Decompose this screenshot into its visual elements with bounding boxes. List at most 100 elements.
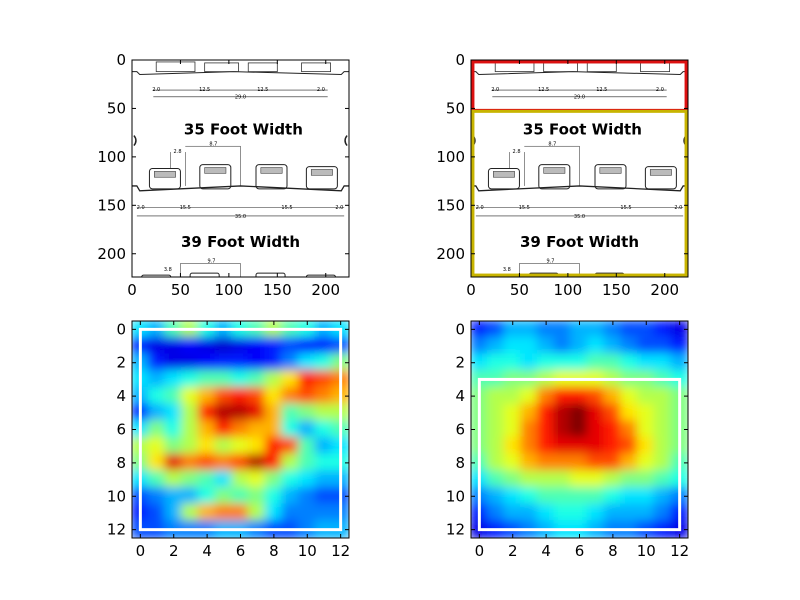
heatmap-cell	[147, 503, 167, 523]
heatmap-cell	[181, 353, 200, 373]
heatmap-cell	[231, 486, 250, 506]
heatmap-cell	[281, 470, 300, 489]
heatmap-cell	[247, 470, 267, 489]
dimension-label: 15.5	[519, 205, 530, 211]
heatmap-cell	[214, 386, 234, 406]
y-tick-label: 2	[455, 354, 465, 372]
car-window-icon	[493, 171, 515, 178]
heatmap-cell	[214, 370, 234, 389]
heatmap-cell	[586, 486, 606, 506]
x-tick-label: 100	[554, 281, 583, 299]
heatmap-cell	[164, 436, 184, 456]
y-tick-label: 4	[116, 387, 126, 405]
y-tick-label: 0	[455, 51, 465, 69]
heatmap-cell	[636, 453, 656, 473]
car-icon	[301, 62, 331, 73]
heatmap-cell	[486, 321, 506, 339]
heatmap-cell	[214, 503, 234, 523]
heatmap-cell	[264, 470, 284, 489]
panel-bottom-right: 0 2 4 6 8 10 12 0 2 4 6 8 10 12	[446, 320, 689, 560]
heatmap-cell	[603, 470, 623, 489]
heatmap-cell	[536, 436, 556, 456]
heatmap-cell	[214, 486, 234, 506]
heatmap-cell	[653, 336, 673, 356]
dimension-label: 2.8	[513, 149, 521, 155]
heatmap-cell	[636, 503, 656, 523]
heatmap-cell	[536, 470, 556, 489]
heatmap-cell	[503, 386, 523, 406]
heatmap-cell	[247, 336, 267, 356]
bounding-box	[477, 377, 682, 532]
heatmap-cell	[281, 420, 300, 439]
heatmap-cell	[297, 453, 317, 473]
heatmap-cell	[603, 453, 623, 473]
car-window-icon	[543, 167, 566, 174]
heatmap-cell	[520, 503, 539, 523]
y-tick-label: 50	[107, 99, 126, 117]
x-tick-label: 10	[298, 542, 317, 560]
heatmap-cell	[164, 370, 184, 389]
heatmap-cell	[147, 386, 167, 406]
heatmap-cell	[486, 336, 506, 356]
heatmap-cell	[231, 503, 250, 523]
heatmap-cell	[553, 420, 573, 439]
x-tick-label: 50	[510, 281, 529, 299]
heatmap-cell	[520, 486, 539, 506]
bounding-box	[471, 109, 688, 277]
x-tick-label: 0	[475, 542, 485, 560]
heatmap-cell	[620, 436, 639, 456]
heatmap-cell	[281, 453, 300, 473]
heatmap-cell	[486, 353, 506, 373]
heatmap-cell	[247, 370, 267, 389]
heatmap-cell	[620, 321, 639, 339]
heatmap-cell	[653, 403, 673, 423]
heatmap-cell	[247, 420, 267, 439]
dimension-label: 35.0	[574, 214, 585, 220]
plot-area: 2.0 12.5 12.5 2.0 29.0 35 Foot Width 2.8 8.7 2.0…	[132, 60, 349, 277]
heatmap-cell	[503, 353, 523, 373]
dimension-label: 2.0	[152, 87, 160, 93]
heatmap-cell	[653, 321, 673, 339]
heatmap-cell	[620, 353, 639, 373]
heatmap-cell	[620, 486, 639, 506]
section-title: 35 Foot Width	[523, 121, 642, 139]
heatmap-cell	[536, 486, 556, 506]
dimension-label: 8.7	[209, 141, 217, 147]
car-window-icon	[204, 167, 227, 174]
y-tick-label: 4	[455, 387, 465, 405]
bounding-box	[138, 327, 343, 532]
heatmap-cell	[636, 420, 656, 439]
heatmap-cell	[620, 336, 639, 356]
heatmap-cell	[653, 436, 673, 456]
car-icon	[155, 61, 196, 73]
heatmap-cell	[164, 503, 184, 523]
heatmap-cell	[553, 386, 573, 406]
plot-area: 2.0 12.5 12.5 2.0 29.0 35 Foot Width 2.8 8.7 2.0…	[471, 60, 688, 277]
heatmap-cell	[636, 436, 656, 456]
heatmap-cell	[486, 470, 506, 489]
heatmap-cell	[297, 470, 317, 489]
heatmap-cell	[231, 336, 250, 356]
heatmap-cell	[297, 420, 317, 439]
heatmap-cell	[570, 353, 589, 373]
heatmap-cell	[164, 336, 184, 356]
heatmap-cell	[620, 470, 639, 489]
car-icon	[204, 62, 239, 73]
heatmap-cell	[570, 470, 589, 489]
heatmap-cell	[636, 486, 656, 506]
heatmap-cell	[503, 470, 523, 489]
heatmap-cell	[297, 486, 317, 506]
heatmap-cell	[536, 403, 556, 423]
y-tick-label: 0	[116, 51, 126, 69]
heatmap-cell	[231, 386, 250, 406]
heatmap-cell	[536, 321, 556, 339]
heatmap-cell	[570, 486, 589, 506]
x-tick-label: 0	[136, 542, 146, 560]
heatmap-cell	[314, 403, 334, 423]
heatmap-cell	[503, 420, 523, 439]
heatmap-cell	[214, 336, 234, 356]
heatmap-cell	[231, 370, 250, 389]
dimension-label: 15.5	[620, 205, 631, 211]
heatmap-cell	[586, 321, 606, 339]
heatmap-cell	[486, 403, 506, 423]
